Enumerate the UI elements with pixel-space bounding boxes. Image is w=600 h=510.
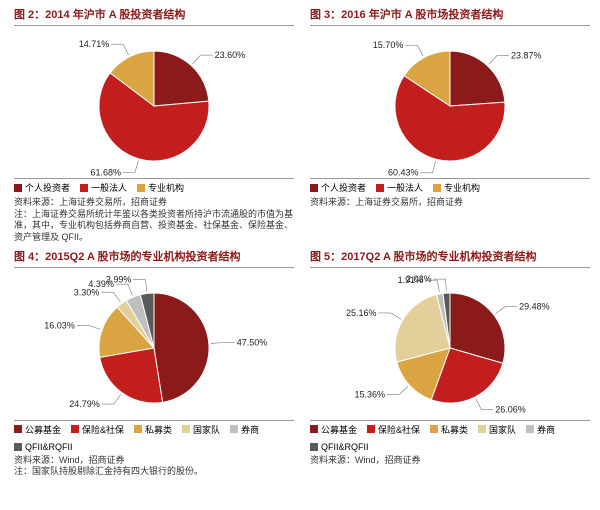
legend-swatch — [430, 425, 438, 433]
panel-chart-5: 图 5：2017Q2 A 股市场的专业机构投资者结构 29.48% 26.06% 1… — [310, 248, 590, 478]
legend-swatch — [230, 425, 238, 433]
note-line: 注：国家队持股剔除汇金持有四大银行的股份。 — [14, 466, 294, 478]
legend-item: QFII&RQFII — [14, 442, 73, 452]
legend-swatch — [526, 425, 534, 433]
panel-chart-4: 图 4：2015Q2 A 股市场的专业机构投资者结构 47.50% 24.79% 1… — [14, 248, 294, 478]
pie-chart-2: 23.60% 61.68% 14.71% — [14, 28, 294, 178]
legend-swatch — [14, 184, 22, 192]
pie-svg: 29.48%26.06%15.36%25.16%1.91%2.03% — [310, 270, 590, 426]
page: 图 2：2014 年沪市 A 股投资者结构 23.60% 61.68% 14.71%… — [0, 0, 600, 484]
legend-label: QFII&RQFII — [321, 442, 369, 452]
pct-label: 15.36% — [355, 389, 386, 399]
legend-swatch — [14, 425, 22, 433]
legend-swatch — [310, 425, 318, 433]
pct-label: 29.48% — [519, 301, 550, 311]
source-line: 资料来源：Wind，招商证券 — [310, 455, 590, 467]
pie-chart-3: 23.87% 60.43% 15.70% — [310, 28, 590, 178]
legend-swatch — [310, 184, 318, 192]
pct-label: 61.68% — [90, 167, 121, 177]
pct-label: 3.99% — [106, 274, 132, 284]
chart-title: 图 4：2015Q2 A 股市场的专业机构投资者结构 — [14, 248, 294, 268]
pie-svg: 23.60% 61.68% 14.71% — [14, 28, 294, 184]
source-line: 资料来源：Wind，招商证券 — [14, 455, 294, 467]
pie-chart-5: 29.48%26.06%15.36%25.16%1.91%2.03% — [310, 270, 590, 420]
pct-label: 26.06% — [495, 404, 526, 414]
panel-chart-3: 图 3：2016 年沪市 A 股市场投资者结构 23.87% 60.43% 15.7… — [310, 6, 590, 244]
legend-label: QFII&RQFII — [25, 442, 73, 452]
pct-label: 23.87% — [511, 51, 542, 61]
legend-swatch — [71, 425, 79, 433]
pct-label: 2.03% — [406, 274, 432, 284]
legend-swatch — [134, 425, 142, 433]
legend-swatch — [80, 184, 88, 192]
legend-swatch — [367, 425, 375, 433]
pie-slice — [154, 51, 209, 106]
chart-title: 图 3：2016 年沪市 A 股市场投资者结构 — [310, 6, 590, 26]
panel-chart-2: 图 2：2014 年沪市 A 股投资者结构 23.60% 61.68% 14.71%… — [14, 6, 294, 244]
pct-label: 16.03% — [44, 320, 75, 330]
legend-swatch — [182, 425, 190, 433]
source-line: 资料来源：上海证券交易所，招商证券 — [14, 197, 294, 209]
pct-label: 24.79% — [69, 399, 100, 409]
legend-swatch — [433, 184, 441, 192]
legend-swatch — [310, 443, 318, 451]
pct-label: 15.70% — [373, 40, 404, 50]
pie-slice — [450, 51, 505, 106]
pct-label: 60.43% — [388, 168, 419, 178]
pct-label: 14.71% — [79, 39, 110, 49]
legend-swatch — [376, 184, 384, 192]
legend-swatch — [14, 443, 22, 451]
legend-item: QFII&RQFII — [310, 442, 369, 452]
pie-slice — [100, 348, 163, 403]
pct-label: 23.60% — [215, 50, 246, 60]
pie-slice — [154, 293, 209, 402]
chart-title: 图 5：2017Q2 A 股市场的专业机构投资者结构 — [310, 248, 590, 268]
pie-svg: 23.87% 60.43% 15.70% — [310, 28, 590, 184]
chart-title: 图 2：2014 年沪市 A 股投资者结构 — [14, 6, 294, 26]
legend-swatch — [137, 184, 145, 192]
pct-label: 47.50% — [237, 337, 268, 347]
legend-swatch — [478, 425, 486, 433]
pie-svg: 47.50%24.79%16.03%3.30%4.39%3.99% — [14, 270, 294, 426]
pie-chart-4: 47.50%24.79%16.03%3.30%4.39%3.99% — [14, 270, 294, 420]
source-line: 资料来源：上海证券交易所，招商证券 — [310, 197, 590, 209]
note-line: 注：上海证券交易所统计年鉴以各类投资者所持沪市流通股的市值为基准，其中，专业机构… — [14, 209, 294, 244]
pct-label: 25.16% — [346, 308, 377, 318]
